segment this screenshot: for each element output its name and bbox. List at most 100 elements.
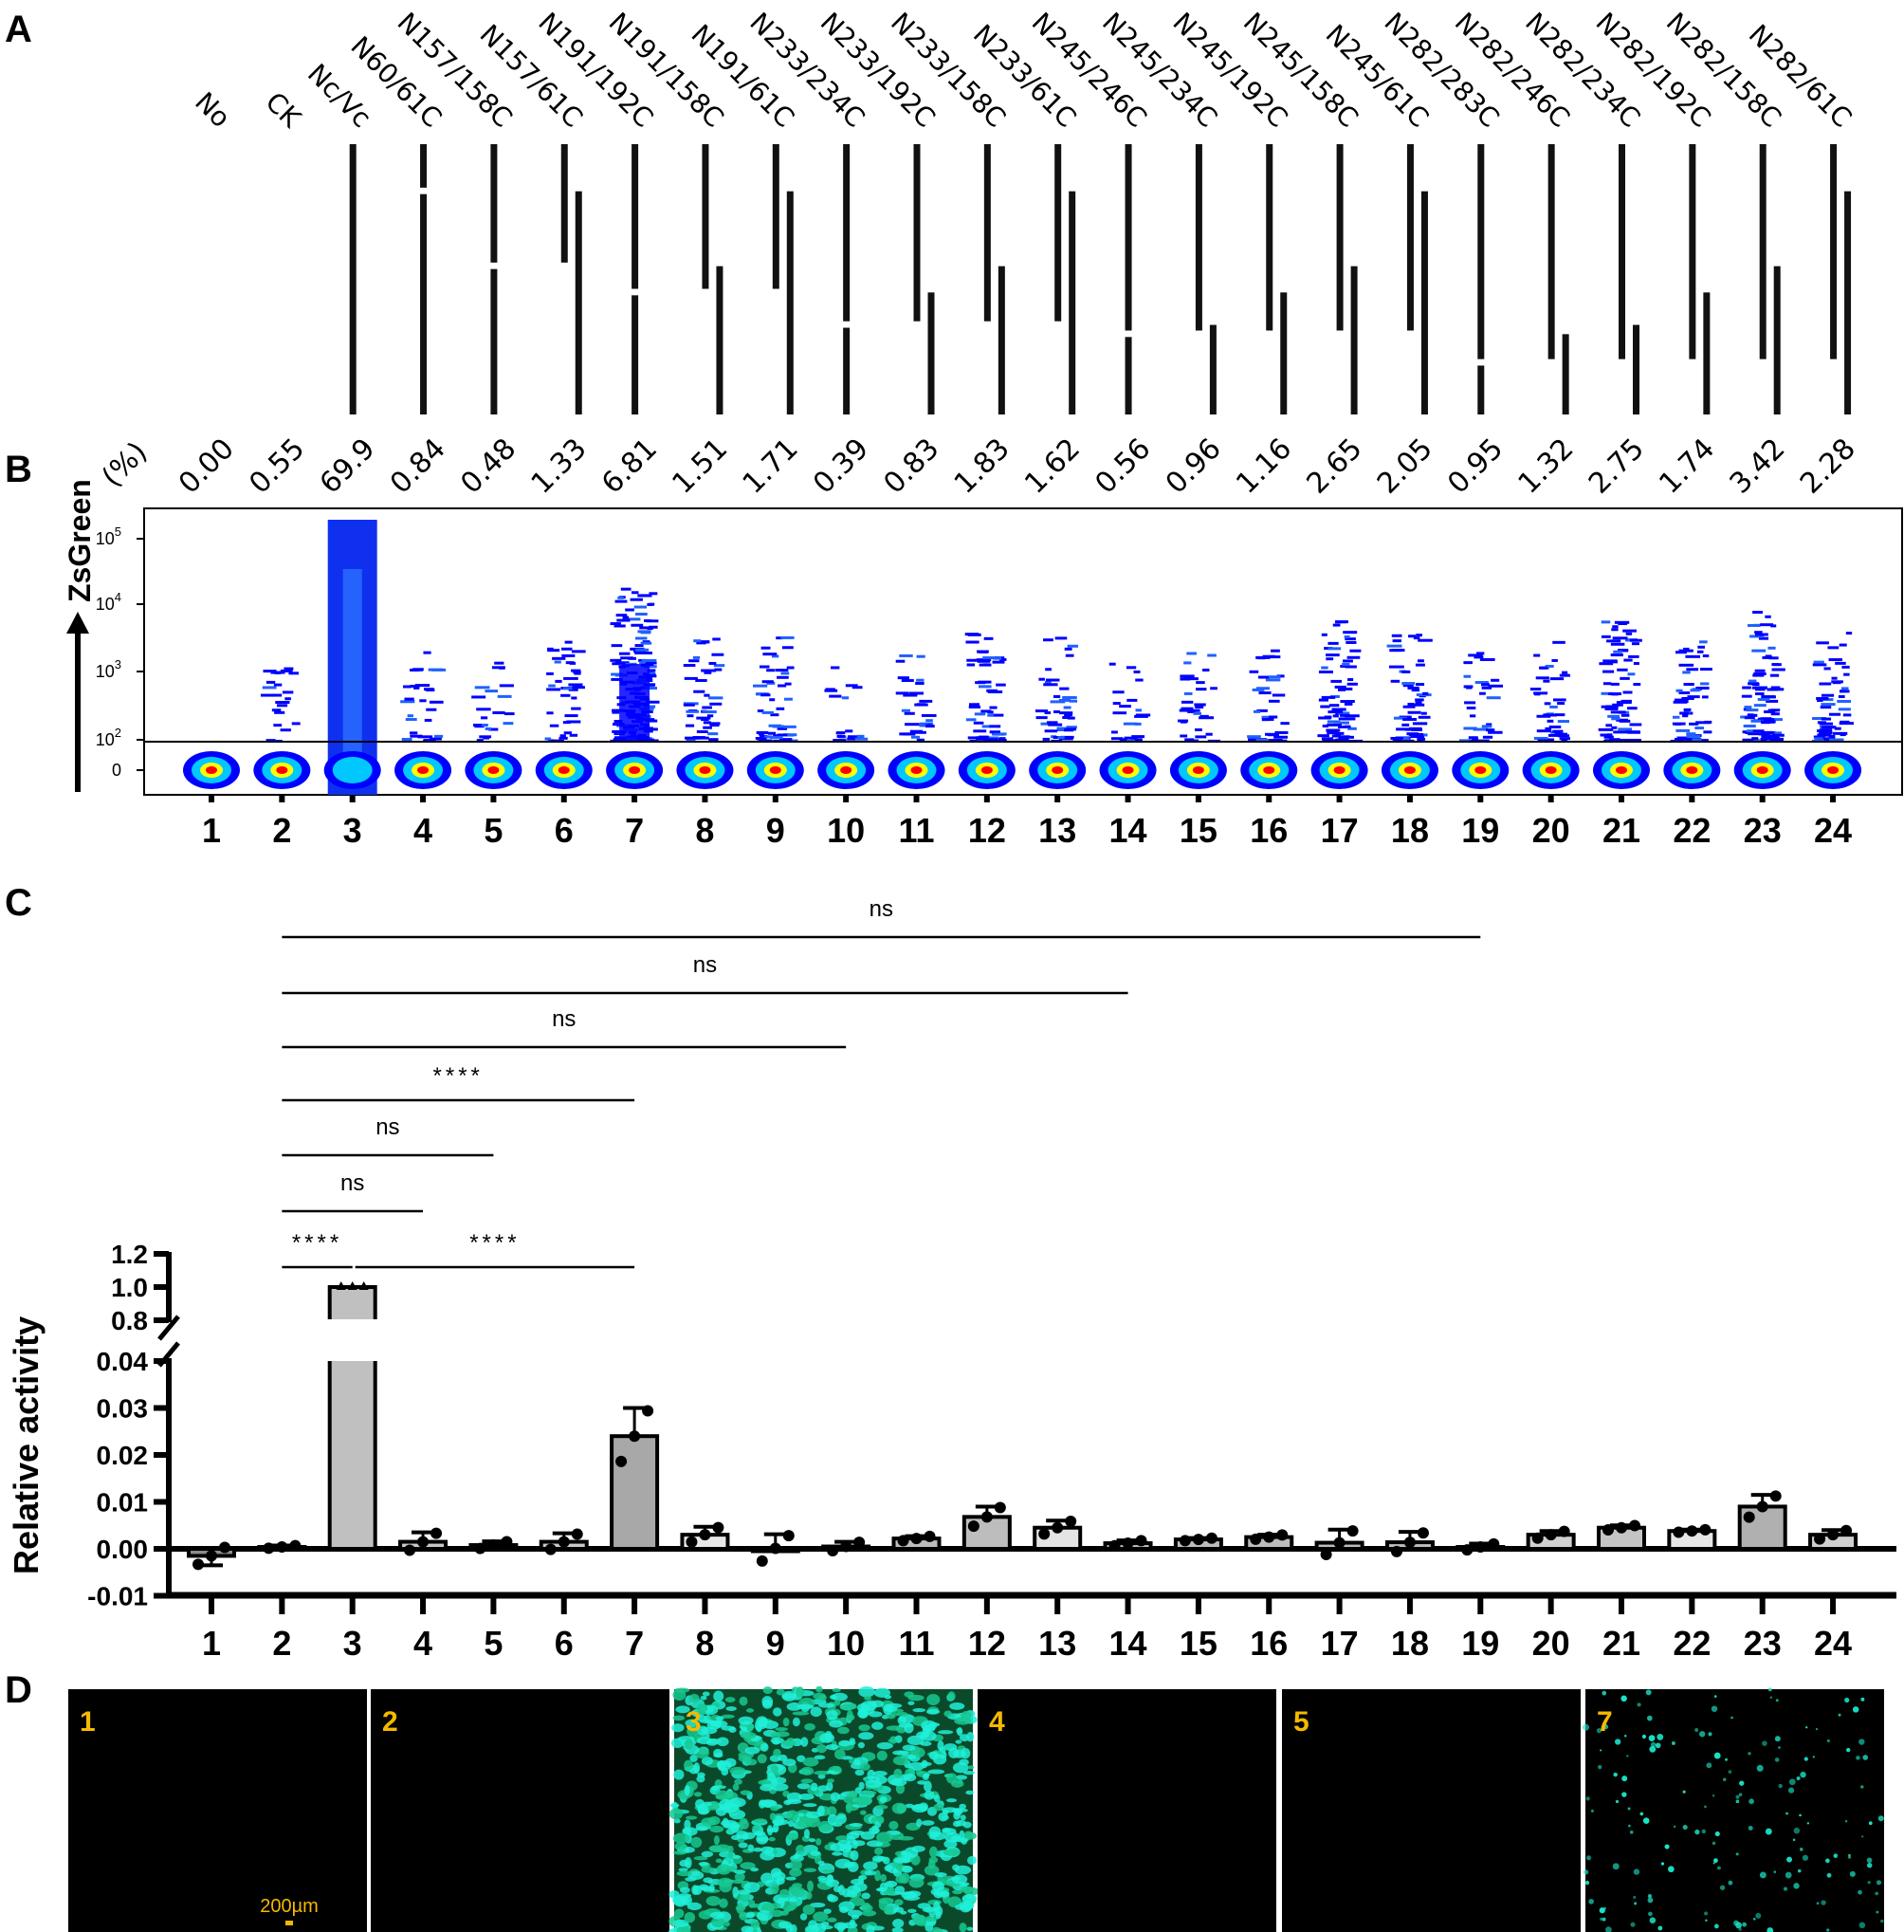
fluorescent-cell	[1738, 1927, 1742, 1931]
flow-event	[633, 605, 648, 609]
flow-event	[1126, 698, 1138, 702]
flow-event	[686, 739, 696, 743]
flow-event	[1770, 712, 1780, 716]
construct-bar-n-fragment	[1054, 144, 1062, 322]
flow-event	[761, 710, 775, 714]
flow-event	[494, 661, 504, 665]
flow-event-core	[342, 569, 362, 778]
fluorescent-cell	[904, 1722, 914, 1734]
fluorescent-cell	[846, 1831, 860, 1840]
fluorescent-cell	[1821, 1900, 1826, 1905]
flow-event	[1840, 687, 1849, 690]
flow-event	[976, 658, 992, 662]
flow-event	[1817, 698, 1823, 702]
flow-event	[1482, 735, 1493, 739]
flow-event	[901, 679, 914, 683]
flow-event	[544, 737, 552, 741]
flow-event	[845, 684, 858, 688]
flow-event	[1481, 725, 1492, 728]
fluorescent-cell	[891, 1927, 904, 1932]
construct-bar-c-fragment	[1420, 191, 1428, 414]
flow-event	[980, 709, 992, 713]
image-label: 4	[989, 1706, 1005, 1738]
data-point	[1756, 1500, 1768, 1513]
fluorescent-cell	[1655, 1742, 1661, 1749]
flow-event	[1346, 682, 1358, 686]
flow-event	[1813, 660, 1824, 664]
fluorescent-cell	[959, 1923, 967, 1932]
data-point	[699, 1529, 711, 1541]
flow-event	[547, 739, 555, 743]
fluorescent-cell	[725, 1706, 738, 1711]
construct-bar-c-fragment	[1703, 292, 1711, 414]
data-point	[1403, 1536, 1416, 1549]
flow-event	[1040, 722, 1052, 726]
flow-event	[640, 631, 651, 635]
fluorescent-cell	[837, 1839, 851, 1847]
flow-event	[1837, 699, 1852, 703]
flow-event	[1344, 635, 1350, 638]
fluorescent-cell	[760, 1846, 775, 1854]
fluorescent-cell	[813, 1692, 826, 1700]
flow-event	[771, 654, 779, 658]
x-tick-label: 16	[1250, 1624, 1288, 1663]
flow-event	[851, 686, 863, 690]
flow-event	[1469, 714, 1476, 718]
flow-event	[1326, 653, 1340, 657]
fluorescent-cell	[937, 1740, 944, 1752]
microscopy-image: 5	[1282, 1689, 1581, 1932]
flow-event	[1685, 654, 1701, 658]
fluorescent-cell	[829, 1694, 837, 1700]
fluorescent-cell	[1773, 1870, 1777, 1873]
flow-event	[1752, 673, 1765, 677]
fluorescent-cell	[1730, 1716, 1733, 1720]
fluorescent-cell	[1712, 1841, 1716, 1846]
construct-bar-c-fragment	[1069, 191, 1076, 414]
flow-event	[706, 714, 714, 718]
fluorescent-cell	[928, 1722, 941, 1727]
flow-event	[1274, 731, 1289, 735]
data-point	[1673, 1526, 1685, 1538]
flow-event	[647, 671, 655, 674]
fluorescent-cell	[1713, 1858, 1718, 1864]
flow-event	[685, 724, 695, 727]
flow-event	[1618, 727, 1633, 731]
flow-event	[1124, 736, 1138, 740]
flow-event	[1681, 696, 1694, 700]
x-tick-label: 21	[1602, 1624, 1640, 1663]
flow-event	[564, 640, 573, 644]
fluorescent-cell	[961, 1711, 972, 1720]
flow-event	[643, 687, 658, 690]
fluorescent-cell	[952, 1864, 960, 1871]
percent-positive-label: 0.00	[173, 432, 241, 501]
flow-event	[1675, 689, 1683, 692]
sample-number-label: 19	[1461, 811, 1499, 850]
data-point	[558, 1536, 570, 1548]
flow-event	[1760, 623, 1774, 627]
fluorescent-cell	[673, 1769, 685, 1780]
fluorescent-cell	[859, 1810, 867, 1815]
fluorescent-cell	[1646, 1715, 1653, 1721]
data-point	[276, 1541, 288, 1554]
flow-event	[769, 735, 783, 739]
flow-event	[1767, 718, 1783, 722]
flow-event	[701, 718, 709, 722]
fluorescent-cell	[1785, 1812, 1788, 1815]
fluorescent-cell	[1706, 1762, 1712, 1769]
flow-event	[401, 737, 412, 741]
flow-event	[1321, 666, 1328, 670]
fluorescent-cell	[1765, 1828, 1772, 1835]
flow-event	[639, 626, 652, 630]
flow-event	[895, 659, 906, 663]
flow-event	[1772, 733, 1785, 737]
flow-event	[611, 672, 623, 676]
flow-event	[611, 644, 623, 648]
fluorescent-cell	[960, 1814, 966, 1821]
data-point	[1545, 1529, 1557, 1541]
percent-positive-label: 0.84	[384, 432, 452, 501]
flow-event	[908, 691, 924, 695]
fluorescent-cell	[899, 1891, 914, 1896]
flow-event	[778, 684, 787, 688]
flow-event	[499, 684, 514, 688]
